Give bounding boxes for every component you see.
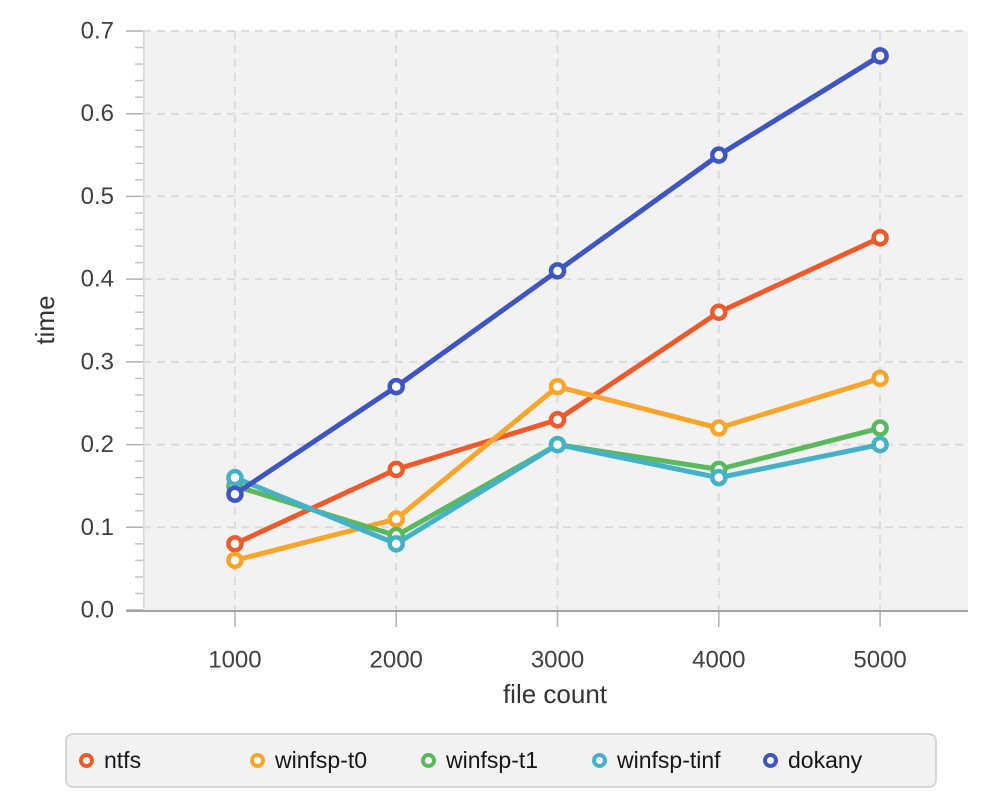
marker-dokany-2000 — [387, 377, 405, 396]
marker-dokany-4000 — [710, 146, 728, 164]
legend-item-winfsp-t0: winfsp-t0 — [250, 749, 421, 772]
legend-item-ntfs: ntfs — [79, 749, 250, 772]
marker-winfsp-t0-1000 — [226, 551, 244, 570]
marker-dokany-1000 — [226, 485, 244, 503]
marker-ntfs-2000 — [387, 460, 405, 479]
marker-dokany-5000 — [871, 47, 889, 65]
legend-marker-icon — [421, 753, 436, 768]
x-tick-label: 3000 — [531, 647, 584, 674]
x-tick-label: 1000 — [208, 647, 261, 674]
marker-winfsp-t0-5000 — [871, 369, 889, 388]
marker-winfsp-tinf-1000 — [226, 468, 244, 487]
y-tick-label: 0.2 — [81, 431, 114, 458]
y-tick-label: 0.5 — [81, 183, 114, 210]
y-tick-label: 0.0 — [81, 597, 114, 624]
legend-marker-icon — [79, 753, 94, 768]
marker-winfsp-tinf-2000 — [387, 535, 405, 553]
marker-winfsp-t0-3000 — [548, 377, 567, 396]
x-tick-label: 4000 — [692, 647, 745, 674]
marker-winfsp-tinf-5000 — [871, 435, 889, 454]
legend-label: winfsp-t0 — [275, 747, 368, 773]
marker-winfsp-tinf-4000 — [710, 468, 728, 487]
x-axis-label: file count — [503, 679, 608, 709]
y-tick-label: 0.6 — [81, 100, 114, 127]
legend-item-dokany: dokany — [763, 749, 935, 772]
marker-winfsp-t0-2000 — [387, 510, 405, 528]
line-chart: 0.0 0.1 0.2 0.3 0.4 0.5 0.6 0.7 1000 2000 3000 4000… — [30, 18, 968, 709]
marker-ntfs-5000 — [871, 229, 889, 247]
marker-winfsp-t1-5000 — [871, 419, 889, 437]
marker-ntfs-1000 — [226, 535, 244, 553]
legend-label: dokany — [788, 747, 863, 773]
legend-label: winfsp-tinf — [617, 747, 721, 773]
plot-panel — [143, 31, 968, 610]
marker-ntfs-4000 — [710, 303, 728, 321]
y-tick-label: 0.7 — [81, 18, 114, 45]
marker-winfsp-tinf-3000 — [548, 435, 567, 454]
y-axis-label: time — [30, 295, 60, 344]
marker-dokany-3000 — [548, 262, 567, 280]
x-tick-label: 2000 — [370, 647, 423, 674]
legend-item-winfsp-t1: winfsp-t1 — [421, 749, 592, 772]
legend-marker-icon — [592, 753, 607, 768]
legend-label: ntfs — [104, 747, 142, 773]
x-tick-label: 5000 — [853, 647, 906, 674]
legend-item-winfsp-tinf: winfsp-tinf — [592, 749, 763, 772]
chart-legend: ntfs winfsp-t0 winfsp-t1 winfsp-tinf dokany — [65, 733, 937, 788]
y-tick-label: 0.1 — [81, 514, 114, 541]
y-tick-label: 0.3 — [81, 348, 114, 375]
marker-ntfs-3000 — [548, 411, 567, 429]
legend-marker-icon — [250, 753, 265, 768]
legend-marker-icon — [763, 753, 778, 768]
marker-winfsp-t0-4000 — [710, 419, 728, 437]
y-tick-label: 0.4 — [81, 266, 114, 293]
legend-label: winfsp-t1 — [446, 747, 539, 773]
